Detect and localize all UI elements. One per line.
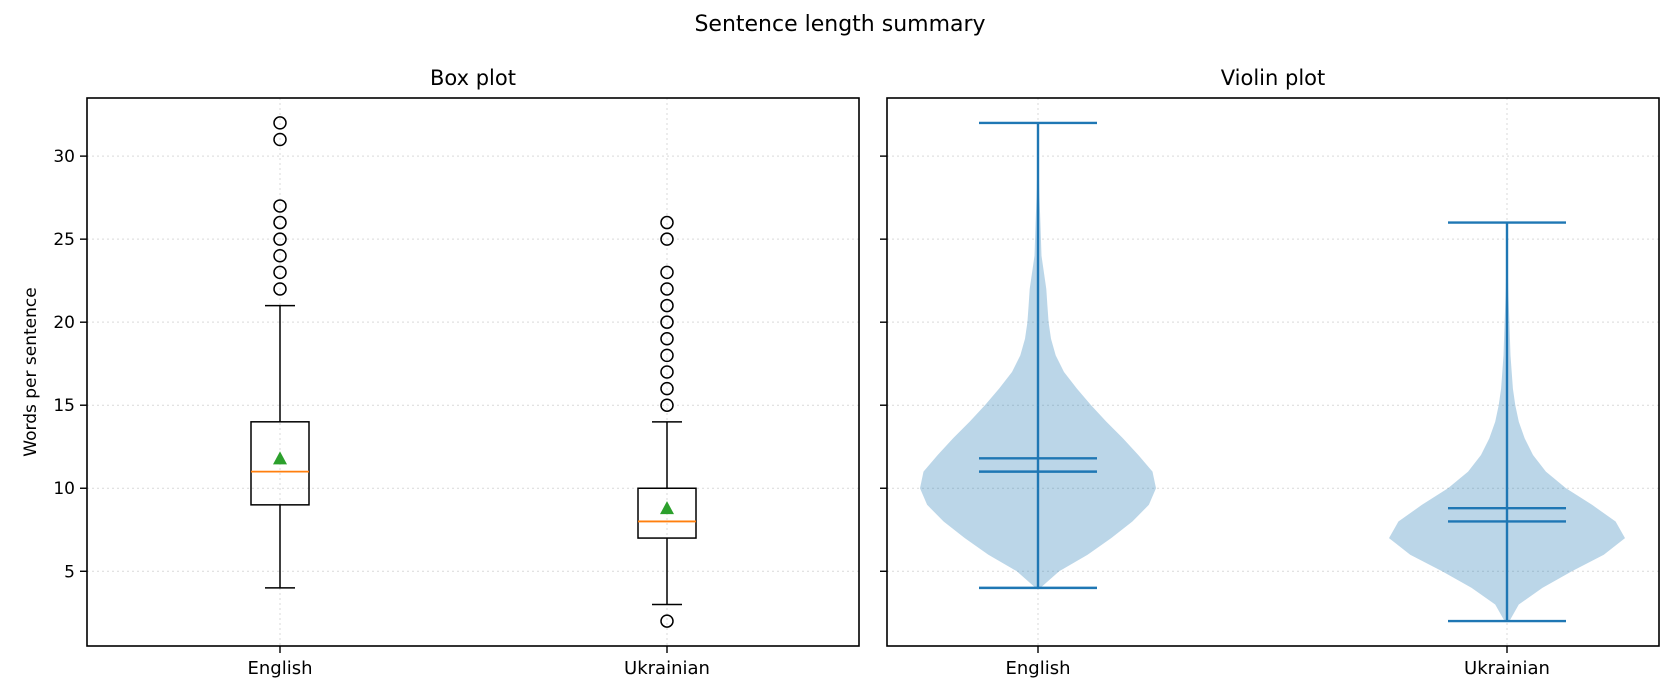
box-plot-frame	[86, 97, 860, 647]
violin-plot-x-tick-label: Ukrainian	[1464, 658, 1550, 679]
box-outlier-point	[660, 614, 674, 628]
box-plot-y-ticks: 5 10 15 20 25 30	[53, 147, 87, 582]
box-plot-y-tick-label: 20	[53, 313, 75, 333]
box-outlier-point	[660, 298, 674, 313]
box-mean-marker	[273, 451, 287, 465]
box-mean-marker	[660, 501, 674, 515]
box-plot-y-tick-label: 15	[53, 396, 75, 416]
box-outlier-point	[660, 332, 674, 346]
violin-plot-x-ticks: English Ukrainian	[1006, 646, 1550, 679]
box-plot-y-tick-label: 30	[53, 147, 75, 167]
figure-title: Sentence length summary	[694, 12, 985, 37]
box-plot-y-tick-label: 10	[53, 479, 75, 499]
box-outlier-point	[273, 232, 287, 246]
box-outlier-point	[273, 265, 287, 280]
y-axis-label: Words per sentence	[21, 287, 41, 456]
box-plot-x-tick-label: Ukrainian	[624, 658, 710, 679]
box-plot-title: Box plot	[430, 66, 516, 90]
box-outlier-point	[273, 116, 287, 130]
box-outlier-point	[273, 199, 287, 213]
violin-plot-frame	[886, 97, 1660, 647]
box-outlier-point	[660, 232, 674, 246]
violin-plot-y-ticks	[880, 155, 887, 572]
box-outlier-point	[273, 132, 287, 147]
box-outlier-point	[660, 265, 674, 280]
box-plot-panel: Box plot 5 10 15 20 25 30 English Ukrainian	[53, 66, 860, 679]
box-outlier-point	[273, 282, 287, 296]
box-outlier-point	[660, 365, 674, 379]
violin-plot-x-tick-label: English	[1006, 658, 1071, 679]
box-outlier-point	[660, 215, 674, 230]
box-outlier-point	[660, 381, 674, 396]
box-outlier-point	[660, 348, 674, 363]
violin-plot-title: Violin plot	[1221, 66, 1326, 90]
box-plot-x-tick-label: English	[248, 658, 313, 679]
violin-plot-marks	[920, 121, 1625, 623]
box-iqr-rect	[637, 487, 697, 539]
box-plot-y-tick-label: 5	[64, 562, 75, 582]
box-outlier-point	[660, 398, 674, 412]
box-iqr-rect	[250, 421, 310, 506]
violin-plot-panel: Violin plot English Ukrainian	[880, 66, 1660, 679]
box-outlier-point	[273, 249, 287, 263]
box-plot-marks	[250, 116, 697, 628]
box-plot-y-tick-label: 25	[53, 230, 75, 250]
box-outlier-point	[273, 215, 287, 230]
box-outlier-point	[660, 282, 674, 296]
box-plot-x-ticks: English Ukrainian	[248, 646, 710, 679]
box-outlier-point	[660, 315, 674, 329]
